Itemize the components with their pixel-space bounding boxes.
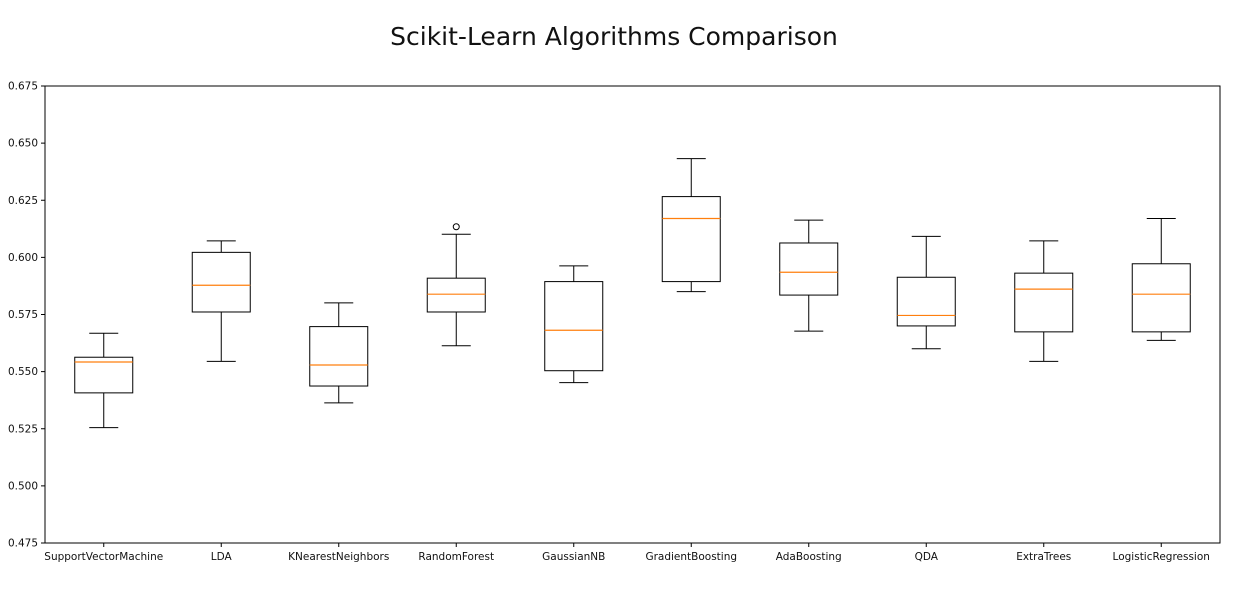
y-tick-label: 0.600 bbox=[8, 252, 38, 264]
box-iqr bbox=[544, 281, 604, 372]
y-tick-label: 0.625 bbox=[8, 195, 38, 207]
x-tick-label: LDA bbox=[211, 551, 233, 563]
x-tick-label: SupportVectorMachine bbox=[44, 551, 163, 563]
box-iqr bbox=[309, 326, 369, 387]
x-tick-label: QDA bbox=[915, 551, 939, 563]
y-tick-label: 0.475 bbox=[8, 538, 38, 550]
y-tick-label: 0.500 bbox=[8, 480, 38, 492]
y-tick-label: 0.675 bbox=[8, 81, 38, 93]
box-iqr bbox=[74, 356, 134, 394]
x-tick-label: KNearestNeighbors bbox=[288, 551, 389, 563]
y-tick-label: 0.575 bbox=[8, 309, 38, 321]
box-iqr bbox=[779, 242, 839, 296]
x-tick-label: GaussianNB bbox=[542, 551, 605, 563]
x-tick-label: RandomForest bbox=[418, 551, 494, 563]
x-tick-label: LogisticRegression bbox=[1113, 551, 1210, 563]
outlier-point bbox=[452, 223, 460, 231]
box-iqr bbox=[1014, 272, 1074, 333]
y-tick-label: 0.525 bbox=[8, 423, 38, 435]
y-tick-label: 0.550 bbox=[8, 366, 38, 378]
box-iqr bbox=[1131, 263, 1191, 333]
y-tick-label: 0.650 bbox=[8, 138, 38, 150]
x-tick-label: AdaBoosting bbox=[776, 551, 842, 563]
x-tick-label: ExtraTrees bbox=[1016, 551, 1071, 563]
x-tick-label: GradientBoosting bbox=[645, 551, 737, 563]
box-iqr bbox=[661, 196, 721, 283]
box-iqr bbox=[426, 277, 486, 313]
box-iqr bbox=[896, 276, 956, 327]
plot-area: 0.475 0.500 0.525 0.550 0.575 0.600 0.625 0.650… bbox=[8, 81, 1221, 563]
box-iqr bbox=[191, 251, 251, 313]
chart-title: Scikit-Learn Algorithms Comparison bbox=[390, 22, 838, 51]
